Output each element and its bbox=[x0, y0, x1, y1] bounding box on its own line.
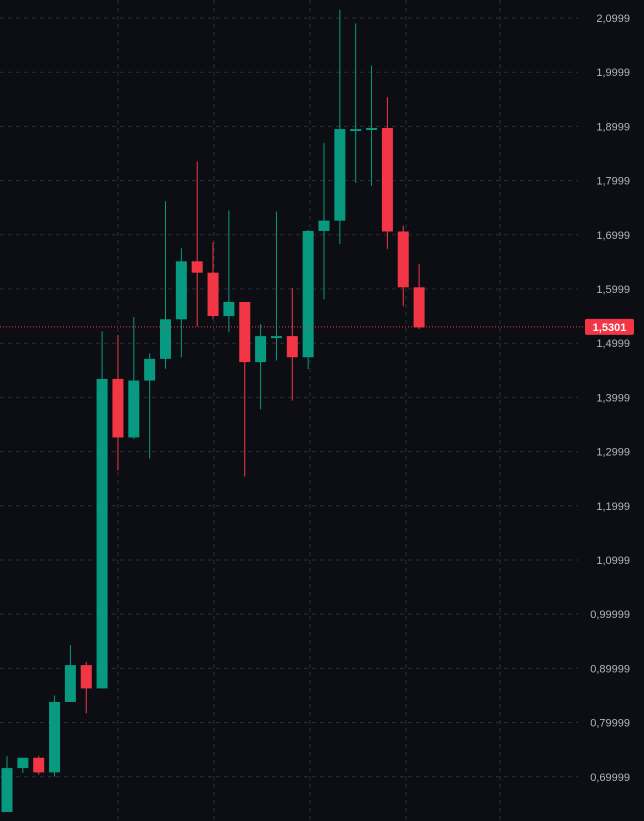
y-tick-label: 1,0999 bbox=[596, 555, 630, 567]
candle-body bbox=[17, 757, 29, 769]
y-tick-label: 2,0999 bbox=[596, 13, 630, 25]
candle-bullish[interactable] bbox=[64, 645, 76, 702]
candle-bullish[interactable] bbox=[255, 324, 267, 410]
y-tick-label: 0,69999 bbox=[590, 772, 630, 784]
candle-bullish[interactable] bbox=[270, 211, 282, 361]
candle-bullish[interactable] bbox=[1, 756, 13, 812]
candle-body bbox=[381, 127, 393, 232]
candle-bullish[interactable] bbox=[334, 9, 346, 244]
candle-bullish[interactable] bbox=[223, 210, 235, 333]
y-tick-label: 0,89999 bbox=[590, 663, 630, 675]
candle-body bbox=[255, 336, 267, 363]
candle-body bbox=[302, 230, 314, 358]
candle-body bbox=[334, 129, 346, 221]
candle-body bbox=[239, 301, 251, 363]
candle-bearish[interactable] bbox=[286, 287, 298, 401]
candle-bearish[interactable] bbox=[413, 264, 425, 330]
price-axis[interactable]: 2,0999 1,9999 1,8999 1,7999 1,6999 1,5999 1,49… bbox=[590, 13, 630, 784]
candle-bearish[interactable] bbox=[33, 756, 45, 775]
candle-bullish[interactable] bbox=[17, 757, 29, 773]
candle-body bbox=[144, 358, 156, 381]
candle-body bbox=[49, 701, 61, 773]
candle-body bbox=[207, 272, 219, 317]
candle-bearish[interactable] bbox=[239, 301, 251, 477]
candle-bullish[interactable] bbox=[318, 143, 330, 300]
y-tick-label: 1,1999 bbox=[596, 501, 630, 513]
candle-body bbox=[80, 665, 92, 689]
candle-body bbox=[96, 378, 108, 689]
candle-body bbox=[270, 336, 282, 339]
y-tick-label: 1,2999 bbox=[596, 447, 630, 459]
y-tick-label: 1,7999 bbox=[596, 176, 630, 188]
grid-layer bbox=[0, 0, 578, 821]
candle-body bbox=[223, 301, 235, 317]
y-tick-label: 1,9999 bbox=[596, 67, 630, 79]
current-price-tag: 1,5301 bbox=[585, 318, 634, 335]
candle-bearish[interactable] bbox=[381, 97, 393, 249]
candle-body bbox=[397, 231, 409, 288]
candle-body bbox=[64, 665, 76, 702]
y-tick-label: 1,5999 bbox=[596, 284, 630, 296]
current-price-label: 1,5301 bbox=[593, 322, 627, 334]
candle-body bbox=[175, 261, 187, 320]
y-tick-label: 1,3999 bbox=[596, 392, 630, 404]
candle-body bbox=[318, 220, 330, 231]
candle-bullish[interactable] bbox=[49, 695, 61, 777]
y-tick-label: 1,8999 bbox=[596, 121, 630, 133]
candle-bullish[interactable] bbox=[350, 23, 362, 183]
y-tick-label: 0,79999 bbox=[590, 718, 630, 730]
candle-bearish[interactable] bbox=[191, 161, 203, 327]
candle-body bbox=[350, 129, 362, 132]
candle-bullish[interactable] bbox=[302, 229, 314, 370]
candle-body bbox=[413, 287, 425, 328]
candle-body bbox=[191, 261, 203, 273]
y-tick-label: 1,4999 bbox=[596, 338, 630, 350]
candle-bullish[interactable] bbox=[175, 248, 187, 358]
candle-body bbox=[160, 319, 171, 359]
y-tick-label: 1,6999 bbox=[596, 230, 630, 242]
candle-layer bbox=[1, 9, 425, 812]
current-price-badge bbox=[585, 318, 634, 335]
candle-bearish[interactable] bbox=[112, 335, 124, 471]
candle-body bbox=[33, 757, 45, 773]
candle-body bbox=[366, 127, 378, 130]
candle-bearish[interactable] bbox=[80, 661, 92, 714]
candle-bullish[interactable] bbox=[366, 65, 378, 186]
candle-bearish[interactable] bbox=[207, 242, 219, 320]
candle-body bbox=[128, 380, 140, 438]
candle-bearish[interactable] bbox=[397, 225, 409, 307]
candle-bullish[interactable] bbox=[144, 353, 156, 459]
y-tick-label: 0,99999 bbox=[590, 609, 630, 621]
candle-bullish[interactable] bbox=[96, 331, 108, 689]
candle-body bbox=[112, 378, 124, 438]
candle-body bbox=[1, 768, 13, 812]
candle-bullish[interactable] bbox=[160, 201, 171, 369]
candle-body bbox=[286, 336, 298, 358]
candle-bullish[interactable] bbox=[128, 317, 140, 440]
